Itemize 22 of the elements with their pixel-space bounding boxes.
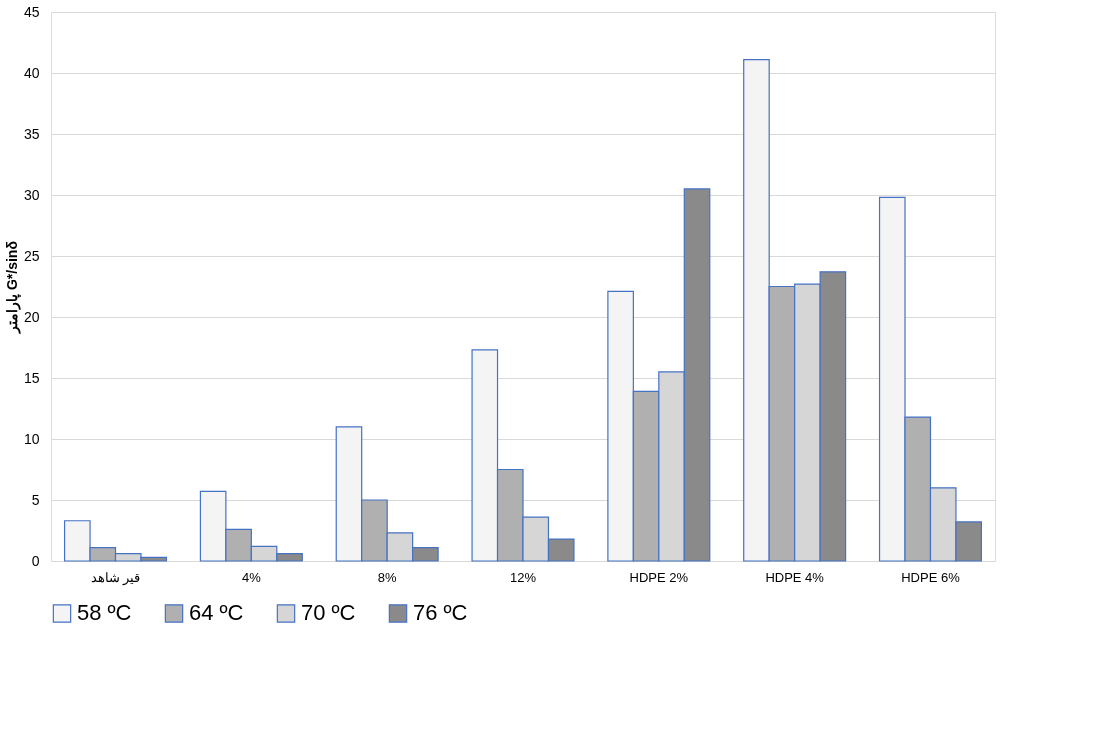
legend-label: 70 ºC: [301, 600, 356, 626]
y-tick-label: 5: [31, 491, 40, 508]
legend-label: 64 ºC: [189, 600, 244, 626]
x-tick-label: 4%: [241, 569, 262, 585]
x-tick-label: 12%: [509, 569, 537, 585]
y-tick-label: 30: [23, 186, 40, 203]
legend-label: 58 ºC: [77, 600, 132, 626]
y-tick-label: 40: [23, 64, 40, 81]
y-tick-label: 0: [31, 552, 40, 569]
y-tick-label: 20: [23, 308, 40, 325]
x-tick-label: HDPE 2%: [629, 569, 689, 585]
y-tick-label: 10: [23, 430, 40, 447]
y-tick-label: 25: [23, 247, 40, 264]
x-tick-label: 8%: [377, 569, 397, 585]
y-axis-title: پارامتر G*/sinδ: [3, 241, 21, 334]
x-tick-label: HDPE 4%: [765, 569, 825, 585]
x-tick-label: قیر شاهد: [90, 569, 141, 586]
y-tick-label: 15: [23, 369, 40, 386]
y-tick-label: 35: [23, 125, 40, 142]
y-tick-label: 45: [23, 3, 40, 20]
x-tick-label: HDPE 6%: [901, 569, 961, 585]
legend-label: 76 ºC: [413, 600, 468, 626]
